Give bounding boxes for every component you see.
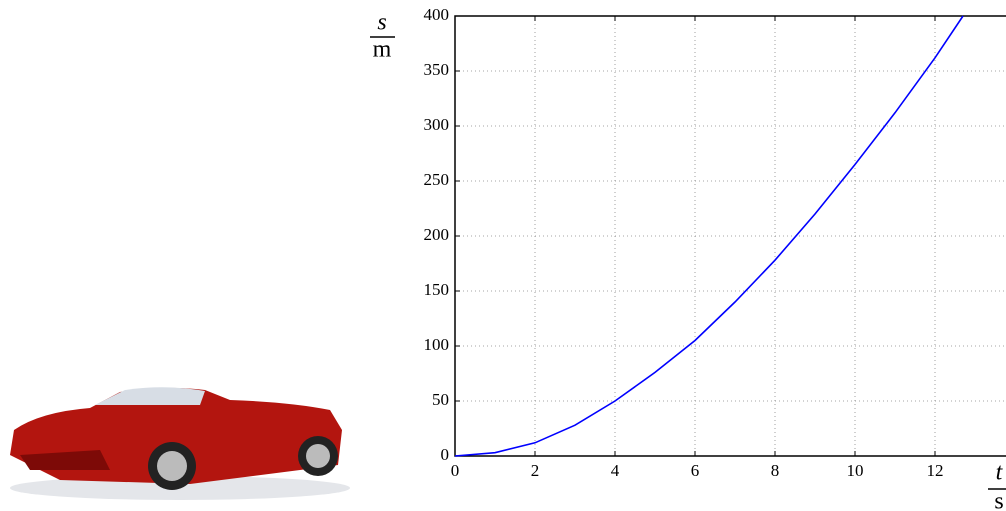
x-label-unit: s — [994, 489, 1003, 511]
y-label-unit: m — [373, 37, 392, 63]
x-tick-label: 12 — [927, 461, 944, 480]
y-tick-label: 150 — [424, 280, 450, 299]
car-picture — [10, 387, 350, 500]
y-tick-label: 100 — [424, 335, 450, 354]
y-tick-label: 250 — [424, 170, 450, 189]
x-label-symbol: t — [996, 460, 1004, 486]
y-label-symbol: s — [377, 10, 386, 36]
y-tick-label: 0 — [441, 445, 450, 464]
x-tick-label: 10 — [847, 461, 864, 480]
x-tick-label: 2 — [531, 461, 540, 480]
y-tick-label: 300 — [424, 115, 450, 134]
x-tick-label: 4 — [611, 461, 620, 480]
plot: 0 50 100 150 200 250 300 350 400 0 2 4 6 8 10 12 — [424, 5, 1006, 480]
page: 050100150200250300350400024681012 s m t … — [0, 0, 1006, 511]
x-tick-label: 0 — [451, 461, 460, 480]
y-tick-label: 200 — [424, 225, 450, 244]
x-tick-label: 8 — [771, 461, 780, 480]
x-tick-label: 6 — [691, 461, 700, 480]
y-tick-label: 50 — [432, 390, 449, 409]
y-tick-label: 400 — [424, 5, 450, 24]
y-tick-label: 350 — [424, 60, 450, 79]
